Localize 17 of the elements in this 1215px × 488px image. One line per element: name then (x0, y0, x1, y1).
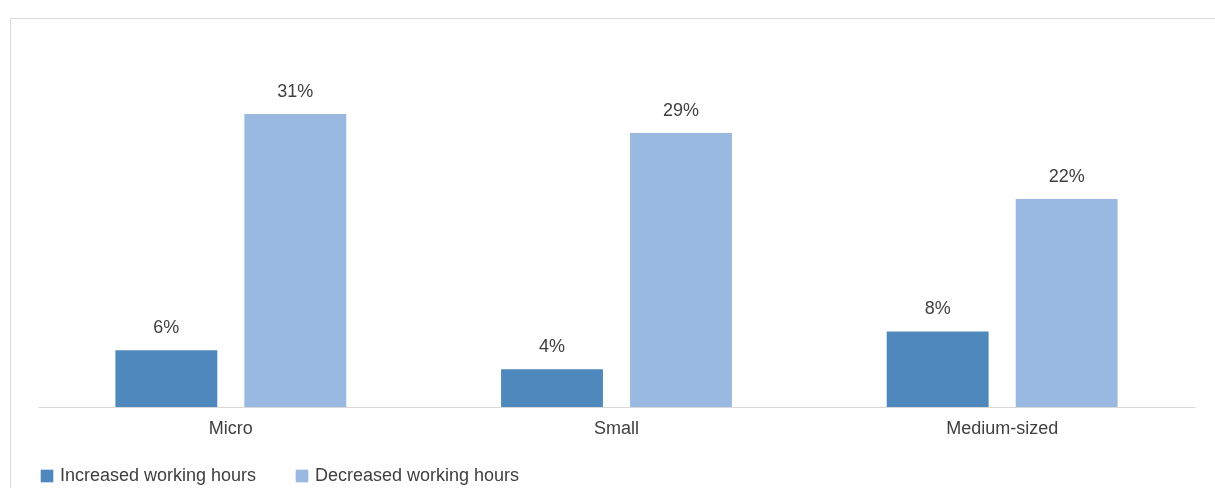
data-label: 29% (662, 99, 700, 120)
legend-label: Decreased working hours (315, 465, 520, 485)
bar (630, 132, 732, 407)
data-label: 22% (1048, 166, 1085, 187)
data-label: 31% (277, 81, 314, 101)
bar (1015, 199, 1118, 407)
x-tick-label: Medium-sized (946, 417, 1059, 438)
bar (115, 350, 218, 407)
bar (886, 331, 989, 407)
x-tick-label: Small (593, 417, 640, 438)
data-label: 8% (924, 298, 951, 319)
bar (501, 369, 603, 407)
bar (244, 114, 347, 407)
data-label: 6% (153, 317, 180, 338)
data-label: 4% (539, 336, 566, 357)
x-tick-label: Micro (208, 417, 253, 438)
legend-label: Increased working hours (60, 465, 257, 485)
